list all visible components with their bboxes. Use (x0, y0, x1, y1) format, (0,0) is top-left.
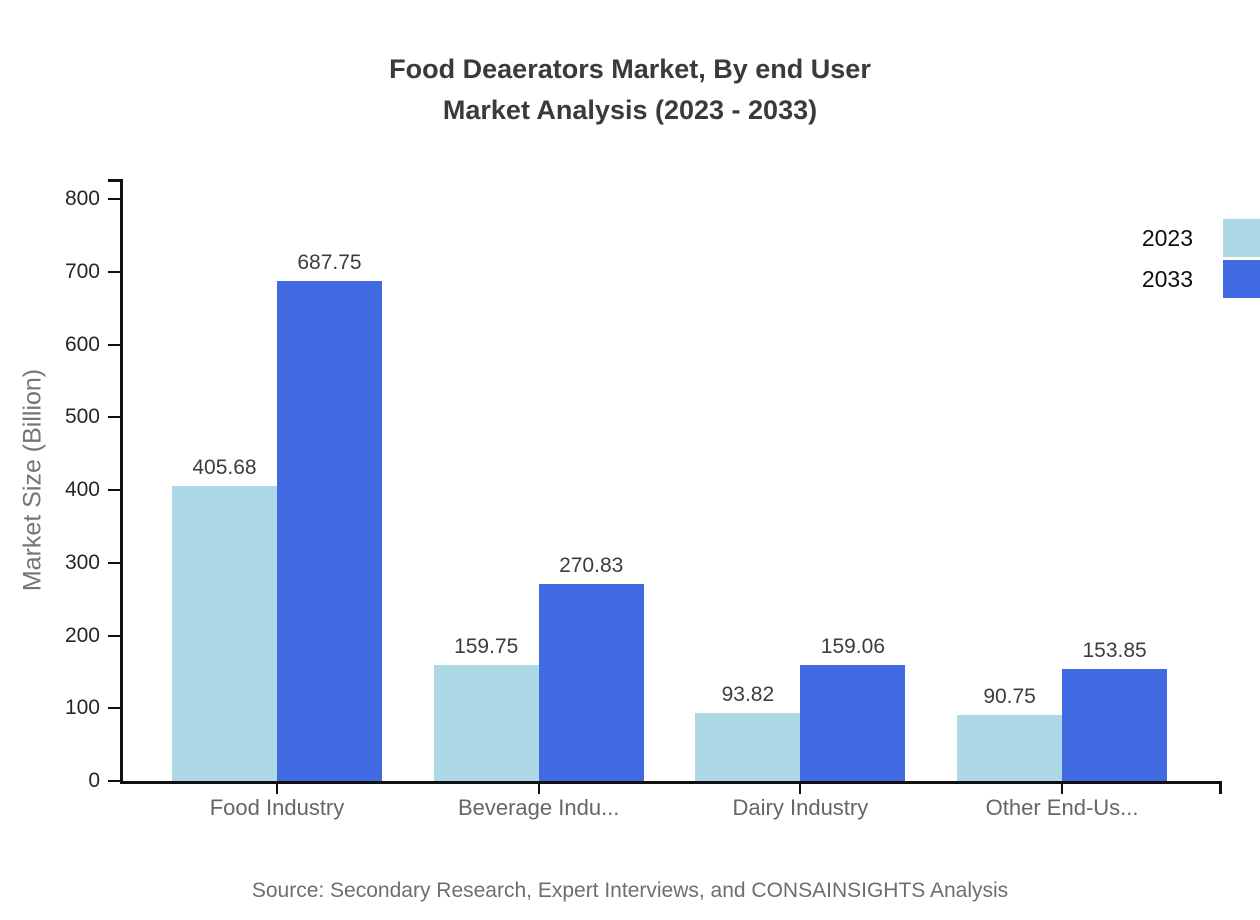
x-axis-category-label: Other End-Us... (985, 795, 1139, 820)
bar-2023-other-end-us (957, 715, 1063, 781)
y-axis-tick-label: 200 (64, 623, 100, 647)
y-axis-tick-label: 0 (88, 769, 100, 792)
legend-swatch-2023 (1223, 219, 1260, 257)
y-axis-tick (108, 634, 120, 637)
bar-value-label: 270.83 (559, 554, 624, 577)
y-axis-tick-label: 500 (64, 405, 100, 429)
bar-2033-food-industry (277, 281, 382, 781)
y-axis-tick (108, 198, 120, 200)
y-axis-tick-label: 300 (64, 550, 100, 574)
y-axis-line (120, 179, 123, 784)
bar-value-label: 159.06 (820, 635, 886, 658)
y-axis-tick (108, 707, 120, 710)
y-axis-tick (108, 270, 120, 273)
bar-2033-beverage-indu (538, 584, 644, 781)
bar-2033-dairy-industry (800, 665, 906, 781)
x-axis-tick (276, 784, 278, 794)
x-axis-category-label: Dairy Industry (732, 795, 869, 820)
y-axis-tick-label: 400 (64, 478, 100, 501)
y-axis-tick (108, 416, 120, 419)
legend-item-2023: 2023 (1142, 219, 1260, 257)
y-axis-tick-label: 100 (64, 696, 100, 720)
bar-2023-food-industry (172, 486, 277, 781)
bar-2023-beverage-indu (433, 665, 539, 781)
chart-title-line1: Food Deaerators Market, By end User (389, 54, 871, 84)
y-axis-end-cap (108, 179, 120, 182)
y-axis-tick (108, 489, 120, 491)
bar-value-label: 93.82 (721, 683, 775, 706)
bar-value-label: 153.85 (1082, 639, 1147, 662)
chart-title: Food Deaerators Market, By end User Mark… (0, 49, 1260, 131)
bar-value-label: 405.68 (192, 456, 257, 479)
bar-2033-other-end-us (1062, 669, 1168, 781)
y-axis-tick-label: 800 (64, 187, 100, 210)
y-axis-tick-label: 600 (64, 332, 100, 356)
y-axis-tick (108, 343, 120, 346)
x-axis-tick (1061, 784, 1064, 794)
source-note: Source: Secondary Research, Expert Inter… (251, 879, 1009, 902)
x-axis-category-label: Beverage Indu... (457, 795, 620, 820)
y-axis-tick (108, 561, 120, 564)
bar-2023-dairy-industry (695, 713, 801, 781)
x-axis-tick (537, 784, 540, 794)
legend-swatch-2033 (1223, 260, 1260, 298)
bar-value-label: 90.75 (983, 685, 1036, 708)
chart-title-line2: Market Analysis (2023 - 2033) (442, 95, 818, 125)
legend-label-2023: 2023 (1141, 224, 1193, 251)
bar-value-label: 687.75 (297, 251, 362, 274)
y-axis-tick-label: 700 (64, 259, 100, 283)
y-axis-tick (108, 780, 120, 782)
x-axis-end-cap (1219, 781, 1222, 794)
legend-label-2033: 2033 (1141, 265, 1193, 292)
legend: 2023 2033 (1142, 219, 1260, 298)
x-axis-category-label: Food Industry (209, 795, 345, 820)
bar-value-label: 159.75 (454, 635, 519, 658)
x-axis-tick (799, 784, 802, 794)
legend-item-2033: 2033 (1142, 260, 1260, 298)
x-axis-line (120, 781, 1222, 784)
